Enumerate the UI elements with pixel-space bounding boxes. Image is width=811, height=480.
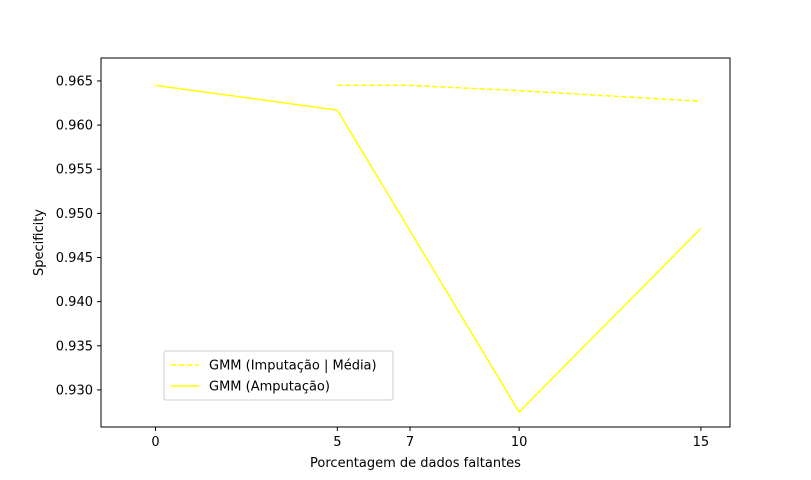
y-axis-ticks: 0.930 0.935 0.940 0.945 0.950 0.955 0.960 0.965 [56,74,101,398]
y-tick-label: 0.935 [56,339,93,354]
x-axis-ticks: 0 5 7 10 15 [151,427,709,450]
x-tick-label: 0 [151,435,159,450]
y-tick-label: 0.960 [56,119,93,134]
y-tick-label: 0.950 [56,207,93,222]
series-line-0 [337,84,701,103]
x-tick-label: 15 [693,435,710,450]
x-tick-label: 10 [511,435,528,450]
y-tick-label: 0.965 [56,74,93,89]
y-axis-label: Specificity [32,209,47,276]
series-line-1 [155,84,702,413]
y-tick-label: 0.955 [56,163,93,178]
plot-frame [100,57,731,428]
x-tick-label: 5 [333,435,341,450]
y-tick-label: 0.930 [56,383,93,398]
legend-box [163,350,394,401]
y-tick-label: 0.940 [56,295,93,310]
legend-label-amputacao: GMM (Amputação) [209,380,330,395]
y-tick-label: 0.945 [56,251,93,266]
legend-label-imputacao: GMM (Imputação | Média) [209,359,377,374]
x-axis-label: Porcentagem de dados faltantes [310,456,521,471]
series-layer [155,84,702,413]
x-tick-label: 7 [406,435,414,450]
legend: GMM (Imputação | Média) GMM (Amputação) [163,350,394,401]
